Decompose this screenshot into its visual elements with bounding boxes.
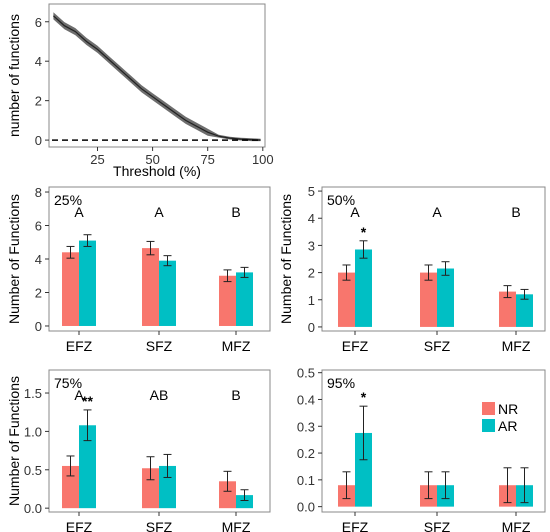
y-axis-label: Number of Functions bbox=[6, 376, 22, 506]
y-tick-label: 6 bbox=[35, 219, 42, 234]
y-axis-label: Number of Functions bbox=[278, 194, 294, 324]
significance-marker: ** bbox=[82, 393, 93, 409]
bar-nr bbox=[142, 248, 159, 326]
bar-panel-50: 50% Number of Functions 0 1 2 3 4 5 EFZ A SFZ A MF… bbox=[278, 184, 546, 354]
x-tick-label: MFZ bbox=[222, 338, 251, 354]
y-tick-label: 0 bbox=[308, 320, 315, 335]
x-tick-label: EFZ bbox=[342, 519, 369, 532]
bar-ar bbox=[79, 240, 96, 326]
y-tick-label: 3 bbox=[308, 238, 315, 253]
y-tick-label: 0.0 bbox=[297, 500, 315, 515]
x-tick-label: SFZ bbox=[146, 338, 173, 354]
group-letter: A bbox=[74, 387, 84, 403]
y-tick-label: 0.4 bbox=[297, 392, 315, 407]
bar-nr bbox=[219, 275, 236, 326]
x-tick-label: EFZ bbox=[66, 338, 93, 354]
y-tick-label: 2 bbox=[35, 285, 42, 300]
y-tick-label: 0.3 bbox=[297, 419, 315, 434]
y-tick-label: 0.1 bbox=[297, 473, 315, 488]
bar-ar bbox=[159, 260, 176, 326]
bar-ar bbox=[355, 432, 372, 507]
legend-label-nr: NR bbox=[498, 401, 518, 417]
x-tick-label: EFZ bbox=[66, 519, 93, 532]
y-axis-label: number of functions bbox=[6, 14, 22, 137]
bar-ar bbox=[355, 249, 372, 327]
group-letter: A bbox=[350, 204, 360, 220]
y-tick-label: 4 bbox=[308, 211, 315, 226]
group-letter: B bbox=[511, 204, 520, 220]
y-tick-label: 8 bbox=[35, 185, 42, 200]
plot-frame bbox=[48, 3, 266, 148]
y-axis-label: Number of Functions bbox=[6, 194, 22, 324]
bar-panel-75: 75% Number of Functions 0.0 0.5 1.0 1.5 EFZ A… bbox=[6, 369, 271, 532]
y-tick-label: 0 bbox=[35, 319, 42, 334]
group-letter: A bbox=[154, 204, 164, 220]
y-tick-label: 1.5 bbox=[24, 386, 42, 401]
y-tick-label: 4 bbox=[35, 252, 42, 267]
panel-annotation: 25% bbox=[54, 192, 82, 208]
bar-nr bbox=[142, 468, 159, 509]
panel-annotation: 50% bbox=[327, 192, 355, 208]
bar-nr bbox=[499, 291, 516, 327]
x-tick-label: MFZ bbox=[222, 519, 251, 532]
x-tick-label: 25 bbox=[90, 152, 104, 167]
x-axis-label: Threshold (%) bbox=[113, 163, 201, 179]
y-tick-label: 2 bbox=[308, 266, 315, 281]
plot-frame bbox=[321, 369, 546, 513]
x-tick-label: MFZ bbox=[502, 519, 531, 532]
x-tick-label: SFZ bbox=[424, 519, 451, 532]
x-tick-label: SFZ bbox=[424, 338, 451, 354]
axis-ticks bbox=[45, 21, 264, 151]
y-tick-label: 0.0 bbox=[24, 501, 42, 516]
significance-marker: * bbox=[361, 224, 367, 240]
panel-annotation: 75% bbox=[54, 375, 82, 391]
y-tick-label: 4 bbox=[35, 54, 42, 69]
plot-frame bbox=[321, 186, 546, 332]
y-tick-label: 1 bbox=[308, 293, 315, 308]
x-tick-label: SFZ bbox=[146, 519, 173, 532]
legend: NR AR bbox=[482, 401, 518, 434]
y-tick-label: 0.5 bbox=[24, 463, 42, 478]
group-letter: B bbox=[231, 387, 240, 403]
y-tick-label: 0.5 bbox=[297, 366, 315, 381]
y-tick-label: 0.2 bbox=[297, 446, 315, 461]
bar-panel-95: 95% NR AR 0.0 0.1 0.2 0.3 0.4 0.5 EFZ SFZ MFZ * bbox=[297, 366, 546, 532]
y-tick-label: 1.0 bbox=[24, 424, 42, 439]
x-tick-label: MFZ bbox=[502, 338, 531, 354]
bar-nr bbox=[62, 252, 79, 326]
x-tick-label: 50 bbox=[145, 152, 159, 167]
bar-ar bbox=[159, 465, 176, 509]
y-tick-label: 2 bbox=[35, 94, 42, 109]
panel-annotation: 95% bbox=[327, 375, 355, 391]
legend-swatch-ar bbox=[482, 419, 495, 432]
group-letter: B bbox=[231, 204, 240, 220]
group-letter: A bbox=[432, 204, 442, 220]
bar-nr bbox=[338, 272, 355, 327]
bar-nr bbox=[219, 481, 236, 509]
bar-ar bbox=[79, 425, 96, 509]
bar-panel-25: 25% Number of Functions 0 2 4 6 8 EFZ A SFZ A MFZ… bbox=[6, 185, 271, 354]
y-tick-label: 5 bbox=[308, 184, 315, 199]
x-tick-label: 100 bbox=[252, 152, 274, 167]
y-tick-label: 0 bbox=[35, 133, 42, 148]
x-tick-label: 75 bbox=[200, 152, 214, 167]
significance-marker: * bbox=[361, 389, 367, 405]
legend-swatch-nr bbox=[482, 402, 495, 415]
bar-nr bbox=[420, 272, 437, 327]
bar-ar bbox=[437, 268, 454, 327]
x-tick-label: EFZ bbox=[342, 338, 369, 354]
y-tick-label: 6 bbox=[35, 15, 42, 30]
bar-ar bbox=[516, 294, 533, 327]
bar-nr bbox=[62, 465, 79, 509]
series-line bbox=[52, 15, 261, 141]
legend-label-ar: AR bbox=[498, 418, 517, 434]
confidence-band bbox=[53, 12, 261, 142]
tick-labels: 0 2 4 6 25 50 75 100 bbox=[35, 15, 274, 167]
threshold-line-chart: 0 2 4 6 25 50 75 100 Threshold (%) number of fu… bbox=[6, 3, 274, 179]
group-letter: AB bbox=[150, 387, 169, 403]
bar-ar bbox=[236, 272, 253, 326]
group-letter: A bbox=[74, 204, 84, 220]
bar-ar bbox=[236, 495, 253, 509]
